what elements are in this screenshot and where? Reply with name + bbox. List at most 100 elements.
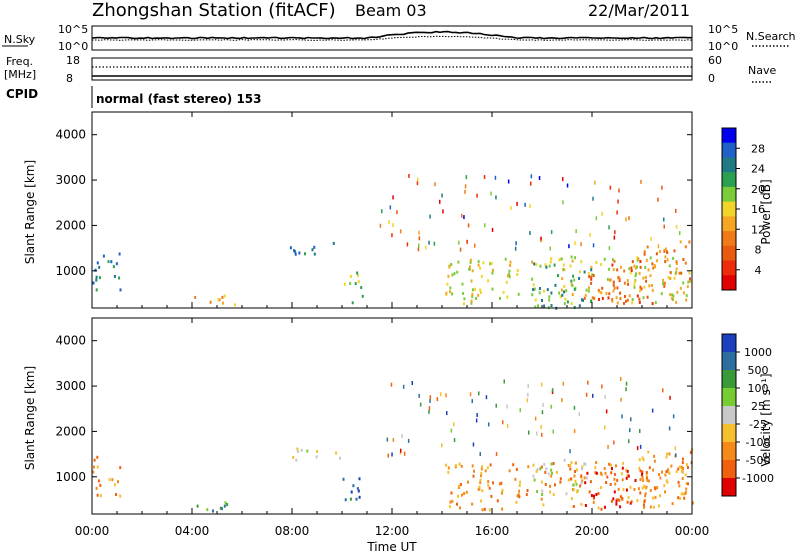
- echo-cell: [627, 282, 629, 286]
- echo-cell: [418, 393, 420, 398]
- echo-cell: [580, 474, 583, 478]
- echo-cell: [626, 279, 629, 283]
- y-tick-label: 2000: [55, 218, 86, 232]
- echo-cell: [629, 271, 632, 275]
- echo-cell: [574, 479, 577, 483]
- echo-cell: [457, 260, 460, 264]
- colorbar-swatch: [722, 201, 736, 217]
- echo-cell: [358, 477, 361, 481]
- echo-cell: [546, 288, 549, 292]
- echo-cell: [458, 484, 461, 488]
- echo-cell: [107, 260, 110, 264]
- echo-cell: [592, 393, 594, 398]
- echo-cell: [488, 486, 491, 490]
- echo-cell: [481, 489, 484, 493]
- colorbar-swatch: [722, 424, 736, 443]
- echo-cell: [506, 424, 509, 429]
- power-colorbar: 28 24 20 16 12 8 4: [721, 127, 765, 291]
- echo-cell: [515, 500, 518, 504]
- echo-cell: [480, 467, 483, 471]
- echo-cell: [660, 292, 663, 296]
- echo-cell: [562, 200, 564, 205]
- echo-cell: [506, 274, 509, 278]
- echo-cell: [117, 480, 119, 484]
- echo-cell: [656, 486, 659, 490]
- echo-cell: [604, 425, 606, 430]
- echo-cell: [479, 478, 482, 482]
- echo-cell: [527, 384, 529, 388]
- echo-cell: [524, 202, 526, 207]
- echo-cell: [542, 503, 545, 507]
- echo-cell: [675, 267, 678, 271]
- echo-cell: [651, 302, 654, 306]
- echo-cell: [671, 502, 674, 506]
- echo-cell: [95, 275, 98, 279]
- echo-cell: [664, 260, 667, 264]
- echo-cell: [595, 493, 598, 496]
- echo-cell: [627, 495, 630, 499]
- echo-cell: [644, 494, 647, 498]
- echo-cell: [93, 465, 95, 469]
- echo-cell: [557, 274, 559, 278]
- echo-cell: [683, 291, 685, 295]
- echo-cell: [669, 277, 672, 280]
- echo-cell: [651, 408, 654, 413]
- echo-cell: [630, 266, 633, 270]
- echo-cell: [458, 462, 461, 466]
- echo-cell: [651, 284, 653, 287]
- echo-cell: [675, 470, 678, 474]
- echo-cell: [296, 450, 299, 453]
- echo-cell: [552, 429, 554, 434]
- echo-cell: [668, 452, 671, 456]
- x-tick-label: 00:00: [75, 524, 110, 538]
- echo-cell: [626, 469, 629, 473]
- echo-cell: [573, 287, 576, 291]
- freq-label: Freq.: [6, 55, 33, 68]
- velocity-y-axis: 4000 3000 2000 1000: [55, 334, 692, 484]
- echo-cell: [642, 276, 645, 280]
- echo-cell: [542, 403, 544, 407]
- echo-cell: [606, 475, 609, 479]
- echo-cell: [578, 304, 581, 308]
- echo-cell: [621, 478, 624, 482]
- echo-cell: [98, 265, 101, 269]
- echo-cell: [470, 299, 473, 303]
- echo-cell: [548, 264, 551, 268]
- echo-cell: [620, 397, 622, 402]
- echo-cell: [518, 489, 521, 493]
- echo-cell: [356, 487, 359, 491]
- colorbar-swatch: [722, 142, 736, 158]
- echo-cell: [540, 382, 543, 387]
- echo-cell: [402, 384, 405, 389]
- power-plot-frame: [91, 111, 693, 309]
- echo-cell: [606, 277, 609, 281]
- echo-cell: [96, 465, 99, 469]
- echo-cell: [666, 452, 669, 456]
- echo-cell: [619, 297, 622, 301]
- echo-cell: [502, 420, 504, 425]
- echo-cell: [572, 483, 575, 487]
- echo-cell: [642, 479, 645, 482]
- echo-cell: [581, 467, 584, 471]
- colorbar-swatch: [722, 157, 736, 173]
- echo-cell: [583, 270, 586, 274]
- echo-cell: [479, 452, 481, 457]
- echo-cell: [590, 275, 593, 279]
- echo-cell: [113, 275, 116, 278]
- echo-cell: [418, 230, 420, 235]
- echo-cell: [515, 241, 517, 246]
- echo-cell: [666, 258, 669, 262]
- echo-cell: [119, 466, 122, 470]
- echo-cell: [567, 478, 570, 482]
- echo-cell: [549, 246, 551, 251]
- echo-cell: [612, 289, 615, 293]
- echo-cell: [540, 236, 542, 241]
- echo-cell: [686, 285, 689, 289]
- echo-cell: [626, 473, 629, 477]
- echo-cell: [641, 475, 644, 479]
- echo-cell: [582, 298, 584, 302]
- echo-cell: [662, 282, 664, 286]
- echo-cell: [549, 484, 551, 488]
- echo-cell: [625, 488, 628, 492]
- echo-cell: [570, 302, 573, 305]
